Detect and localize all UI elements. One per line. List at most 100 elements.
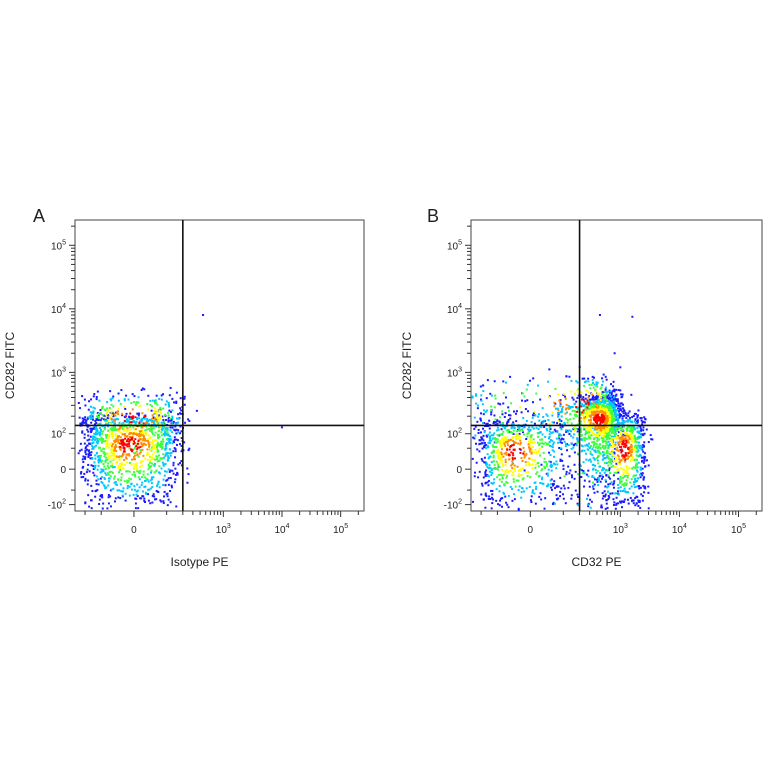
event-dot: [491, 468, 494, 471]
event-dot: [530, 495, 533, 498]
event-dot: [570, 497, 573, 500]
event-dot: [634, 497, 637, 500]
event-dot: [103, 455, 106, 458]
event-dot: [186, 467, 189, 470]
event-dot: [169, 454, 172, 457]
event-dot: [479, 385, 482, 388]
event-dot: [507, 506, 510, 509]
event-dot: [577, 504, 580, 507]
event-dot: [140, 423, 143, 426]
event-dot: [110, 414, 113, 417]
event-dot: [473, 416, 476, 419]
event-dot: [599, 480, 602, 483]
event-dot: [548, 451, 551, 454]
event-dot: [533, 492, 536, 495]
event-dot: [151, 432, 154, 435]
event-dot: [586, 503, 589, 506]
event-dot: [512, 454, 515, 457]
event-dots: [471, 313, 654, 511]
event-dot: [118, 430, 121, 433]
event-dot: [487, 497, 490, 500]
event-dot: [160, 434, 163, 437]
event-dot: [607, 446, 610, 449]
event-dot: [515, 410, 518, 413]
event-dot: [610, 399, 613, 402]
event-dot: [134, 438, 137, 441]
event-dot: [628, 467, 631, 470]
event-dot: [561, 407, 564, 410]
event-dot: [494, 394, 497, 397]
event-dot: [504, 469, 507, 472]
event-dot: [621, 433, 624, 436]
event-dot: [573, 403, 576, 406]
event-dot: [116, 411, 119, 414]
event-dot: [172, 440, 175, 443]
event-dot: [509, 486, 512, 489]
event-dot: [615, 465, 618, 468]
event-dot: [528, 429, 531, 432]
event-dot: [635, 485, 638, 488]
x-axis: 0 103 104 105: [84, 511, 359, 536]
event-dot: [554, 402, 557, 405]
event-dot: [628, 416, 631, 419]
event-dot: [592, 416, 595, 419]
event-dot: [501, 497, 504, 500]
event-dot: [94, 457, 97, 460]
event-dot: [118, 489, 121, 492]
event-dot: [573, 429, 576, 432]
event-dot: [530, 421, 533, 424]
event-dot: [488, 464, 491, 467]
event-dot: [156, 417, 159, 420]
event-dot: [608, 496, 611, 499]
event-dot: [645, 428, 648, 431]
event-dot: [136, 489, 139, 492]
event-dot: [152, 423, 155, 426]
event-dot: [143, 499, 146, 502]
event-dot: [601, 431, 604, 434]
event-dot: [559, 399, 562, 402]
event-dot: [560, 409, 563, 412]
event-dot: [604, 388, 607, 391]
event-dot: [603, 461, 606, 464]
event-dot: [135, 420, 138, 423]
event-dot: [552, 431, 555, 434]
event-dot: [585, 393, 588, 396]
event-dot: [533, 422, 536, 425]
event-dot: [475, 402, 478, 405]
event-dot: [149, 479, 152, 482]
event-dot: [634, 438, 637, 441]
event-dot: [568, 405, 571, 408]
event-dot: [587, 380, 590, 383]
event-dot: [625, 434, 628, 437]
event-dot: [483, 456, 486, 459]
event-dot: [506, 503, 509, 506]
event-dot: [140, 430, 143, 433]
event-dot: [629, 430, 632, 433]
event-dot: [179, 397, 182, 400]
event-dot: [603, 471, 606, 474]
event-dot: [94, 419, 97, 422]
event-dot: [509, 375, 512, 378]
event-dot: [90, 507, 93, 510]
event-dot: [113, 440, 116, 443]
event-dot: [593, 412, 596, 415]
event-dot: [114, 444, 117, 447]
event-dot: [123, 447, 126, 450]
event-dot: [597, 399, 600, 402]
event-dot: [511, 456, 514, 459]
event-dot: [111, 471, 114, 474]
event-dot: [139, 497, 142, 500]
event-dot: [136, 442, 139, 445]
event-dot: [162, 464, 165, 467]
event-dot: [521, 467, 524, 470]
event-dot: [188, 419, 191, 422]
event-dot: [611, 413, 614, 416]
event-dot: [167, 477, 170, 480]
event-dot: [529, 447, 532, 450]
event-dot: [84, 501, 87, 504]
event-dot: [115, 440, 118, 443]
event-dot: [156, 455, 159, 458]
event-dot: [524, 464, 527, 467]
event-dot: [145, 428, 148, 431]
